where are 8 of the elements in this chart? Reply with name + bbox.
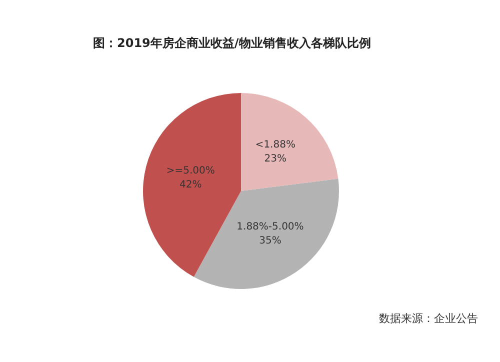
data-label: 23% bbox=[264, 153, 287, 164]
data-label: 35% bbox=[259, 236, 282, 247]
chart-title: 图：2019年房企商业收益/物业销售收入各梯队比例 bbox=[93, 36, 371, 50]
source-note: 数据来源：企业公告 bbox=[379, 312, 478, 325]
data-label: 42% bbox=[180, 180, 202, 191]
slice-label: 1.88%-5.00% bbox=[236, 222, 304, 233]
slice-label: <1.88% bbox=[255, 139, 296, 150]
slice-label: >=5.00% bbox=[166, 166, 215, 177]
